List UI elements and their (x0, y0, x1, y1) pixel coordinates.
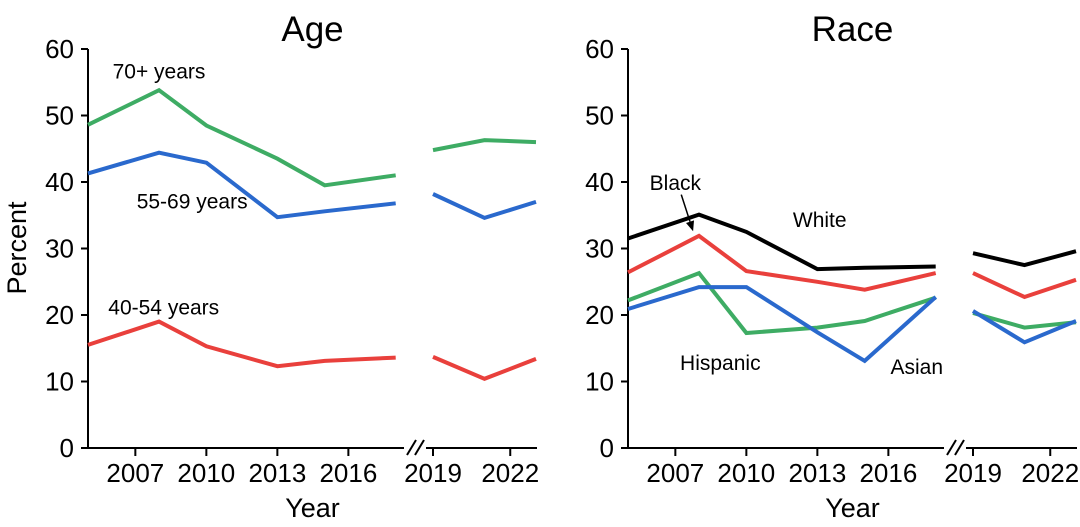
annotation-black: Black (650, 172, 702, 195)
annotation-40-54-years: 40-54 years (108, 296, 219, 319)
x-tick-label: 2007 (106, 458, 164, 488)
annotation-55-69-years: 55-69 years (137, 191, 248, 214)
y-tick-label: 20 (585, 300, 614, 330)
y-tick-label: 40 (45, 167, 74, 197)
y-tick-label: 50 (45, 101, 74, 131)
series-line-40-54-years (87, 319, 396, 369)
series-line-70-years (432, 138, 537, 153)
panel-age: 0 10 20 30 40 50 60 2007 2010 2013 2016 2019 2022 70+… (2, 10, 539, 523)
x-tick-label: 2019 (944, 458, 1002, 488)
age-line-chart: 0 10 20 30 40 50 60 2007 2010 2013 2016 2019 2022 70+… (2, 10, 539, 523)
chart-title: Race (812, 10, 894, 49)
y-tick-label: 50 (585, 101, 614, 131)
axis-break-slash (954, 439, 965, 456)
annotation-arrow (680, 194, 691, 222)
annotation-70-years: 70+ years (113, 60, 206, 83)
y-tick-label: 30 (585, 234, 614, 264)
axis-break-slash (406, 439, 417, 456)
y-tick-label: 0 (60, 433, 74, 463)
series-line-black (972, 271, 1077, 300)
axis-break-gap (404, 444, 426, 453)
series-line-70-years (87, 87, 396, 188)
series-line-55-69-years (432, 192, 537, 221)
series-line-white (972, 249, 1077, 268)
x-axis-label: Year (285, 493, 340, 523)
series-line-hispanic (972, 311, 1077, 330)
y-tick-label: 60 (45, 34, 74, 64)
annotation-arrowhead (686, 220, 695, 232)
x-tick-label: 2016 (859, 458, 917, 488)
race-line-chart: 0 10 20 30 40 50 60 2007 2010 2013 2016 2019 2022 Bla… (585, 10, 1079, 523)
x-tick-label: 2010 (717, 458, 775, 488)
y-axis-label: Percent (2, 201, 32, 295)
series-line-asian (627, 285, 938, 364)
y-tick-label: 40 (585, 167, 614, 197)
y-tick-label: 10 (45, 367, 74, 397)
annotation-hispanic: Hispanic (680, 352, 761, 375)
x-tick-label: 2010 (177, 458, 235, 488)
series-line-white (627, 212, 936, 272)
x-tick-label: 2022 (1021, 458, 1079, 488)
x-tick-label: 2016 (319, 458, 377, 488)
y-tick-label: 10 (585, 367, 614, 397)
x-tick-label: 2013 (788, 458, 846, 488)
series-line-55-69-years (87, 150, 396, 220)
x-axis-label: Year (825, 493, 880, 523)
chart-title: Age (281, 10, 343, 49)
series-line-hispanic (627, 270, 937, 336)
axis-break-slash (946, 439, 957, 456)
y-tick-label: 60 (585, 34, 614, 64)
x-tick-label: 2007 (646, 458, 704, 488)
y-tick-label: 0 (600, 433, 614, 463)
series-line-asian (971, 309, 1077, 345)
series-line-40-54-years (432, 355, 537, 381)
series-line-black (627, 233, 937, 292)
y-tick-label: 30 (45, 234, 74, 264)
annotation-white: White (793, 209, 847, 232)
x-tick-label: 2019 (404, 458, 462, 488)
axis-break-slash (414, 439, 425, 456)
y-tick-label: 20 (45, 300, 74, 330)
axis-break-gap (944, 444, 966, 453)
x-tick-label: 2013 (248, 458, 306, 488)
axis-lines (627, 49, 1077, 449)
axis-lines (87, 49, 537, 449)
x-tick-label: 2022 (481, 458, 539, 488)
panel-race: 0 10 20 30 40 50 60 2007 2010 2013 2016 2019 2022 Bla… (540, 0, 1080, 527)
annotation-asian: Asian (891, 356, 944, 379)
